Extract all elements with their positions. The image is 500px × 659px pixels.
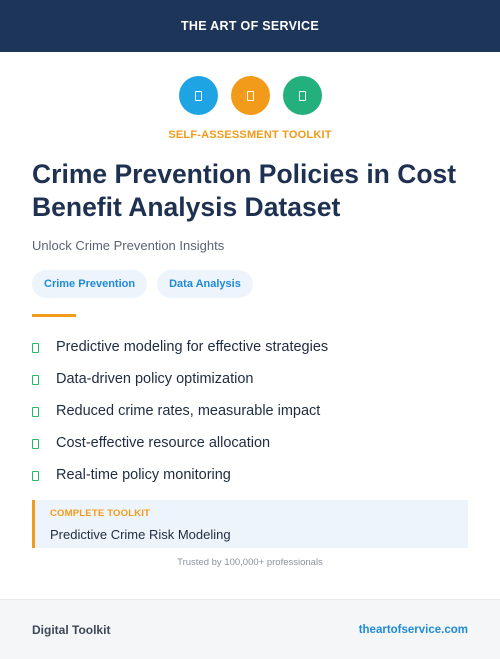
footer: Digital Toolkit theartofservice.com — [0, 599, 500, 659]
feature-text: Cost-effective resource allocation — [56, 435, 271, 451]
trusted-note: Trusted by 100,000+ professionals — [177, 557, 323, 568]
check-icon — [32, 438, 39, 449]
tag-crime-prevention: Crime Prevention — [32, 270, 148, 298]
toolkit-item: Predictive Crime Risk Modeling — [50, 527, 231, 542]
check-icon — [32, 374, 39, 385]
page-title: Crime Prevention Policies in Cost Benefi… — [32, 159, 457, 222]
footer-label: Digital Toolkit — [32, 622, 111, 637]
feature-list: Predictive modeling for effective strate… — [32, 331, 328, 491]
check-icon — [32, 470, 39, 481]
brand-name: THE ART OF SERVICE — [180, 19, 320, 33]
feature-item: Real-time policy monitoring — [32, 459, 328, 491]
feature-item: Predictive modeling for effective strate… — [32, 331, 328, 363]
document-icon — [230, 76, 270, 115]
document-icon — [178, 76, 218, 115]
website-link[interactable]: theartofservice.com — [358, 623, 468, 636]
document-icon — [282, 76, 322, 115]
subtitle: Unlock Crime Prevention Insights — [32, 238, 225, 253]
accent-divider — [32, 314, 76, 317]
eyebrow-label: SELF-ASSESSMENT TOOLKIT — [168, 129, 332, 141]
feature-text: Real-time policy monitoring — [56, 467, 231, 483]
feature-item: Reduced crime rates, measurable impact — [32, 395, 328, 427]
feature-item: Data-driven policy optimization — [32, 363, 328, 395]
feature-text: Reduced crime rates, measurable impact — [56, 403, 321, 419]
icon-row — [0, 76, 500, 115]
check-icon — [32, 406, 39, 417]
check-icon — [32, 342, 39, 353]
tag-list: Crime Prevention Data Analysis — [32, 270, 253, 298]
feature-text: Data-driven policy optimization — [56, 371, 254, 387]
tag-data-analysis: Data Analysis — [157, 270, 253, 298]
toolkit-card: COMPLETE TOOLKIT Predictive Crime Risk M… — [32, 500, 468, 548]
feature-item: Cost-effective resource allocation — [32, 427, 328, 459]
header-bar: THE ART OF SERVICE — [0, 0, 500, 52]
toolkit-label: COMPLETE TOOLKIT — [50, 508, 151, 519]
feature-text: Predictive modeling for effective strate… — [56, 339, 329, 355]
